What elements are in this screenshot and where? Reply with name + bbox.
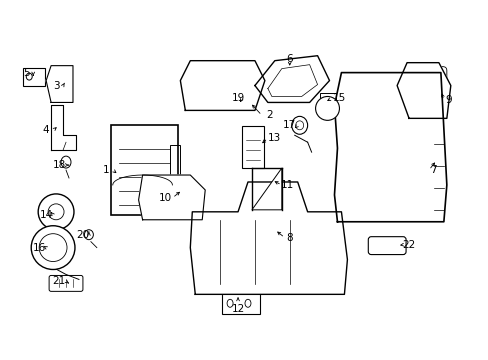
Polygon shape (251, 168, 281, 210)
Ellipse shape (234, 92, 239, 97)
Circle shape (39, 234, 67, 261)
Text: 11: 11 (281, 180, 294, 190)
Ellipse shape (244, 299, 250, 307)
Circle shape (31, 226, 75, 270)
Text: 20: 20 (76, 230, 89, 240)
Text: 3: 3 (53, 81, 59, 90)
Text: 19: 19 (231, 94, 244, 103)
FancyBboxPatch shape (410, 67, 446, 114)
Circle shape (48, 204, 64, 220)
Polygon shape (46, 66, 73, 103)
Polygon shape (138, 175, 205, 220)
Text: 7: 7 (430, 165, 436, 175)
Text: 5: 5 (23, 68, 29, 78)
Text: 6: 6 (286, 54, 292, 64)
Text: 12: 12 (231, 304, 244, 314)
Ellipse shape (295, 121, 303, 130)
Text: 1: 1 (102, 165, 109, 175)
Text: 14: 14 (40, 210, 53, 220)
Polygon shape (396, 63, 450, 118)
Polygon shape (51, 105, 76, 150)
Text: 18: 18 (52, 160, 65, 170)
Polygon shape (190, 182, 346, 294)
Ellipse shape (226, 299, 233, 307)
Text: 16: 16 (33, 243, 46, 253)
FancyBboxPatch shape (194, 69, 246, 104)
Text: 21: 21 (52, 276, 65, 287)
Text: 4: 4 (43, 125, 49, 135)
FancyBboxPatch shape (367, 237, 405, 255)
Text: 9: 9 (445, 95, 451, 105)
Text: 22: 22 (402, 240, 415, 249)
FancyBboxPatch shape (49, 275, 83, 291)
Text: 13: 13 (267, 133, 281, 143)
Polygon shape (254, 56, 329, 103)
Text: 10: 10 (159, 193, 172, 203)
Polygon shape (334, 73, 446, 222)
Text: 17: 17 (283, 120, 296, 130)
Text: 15: 15 (332, 94, 346, 103)
Ellipse shape (84, 230, 93, 240)
Text: 8: 8 (286, 233, 292, 243)
Polygon shape (180, 61, 264, 111)
Ellipse shape (291, 116, 307, 134)
Circle shape (38, 194, 74, 230)
Text: 2: 2 (266, 111, 273, 120)
Circle shape (315, 96, 339, 120)
Ellipse shape (61, 156, 71, 168)
